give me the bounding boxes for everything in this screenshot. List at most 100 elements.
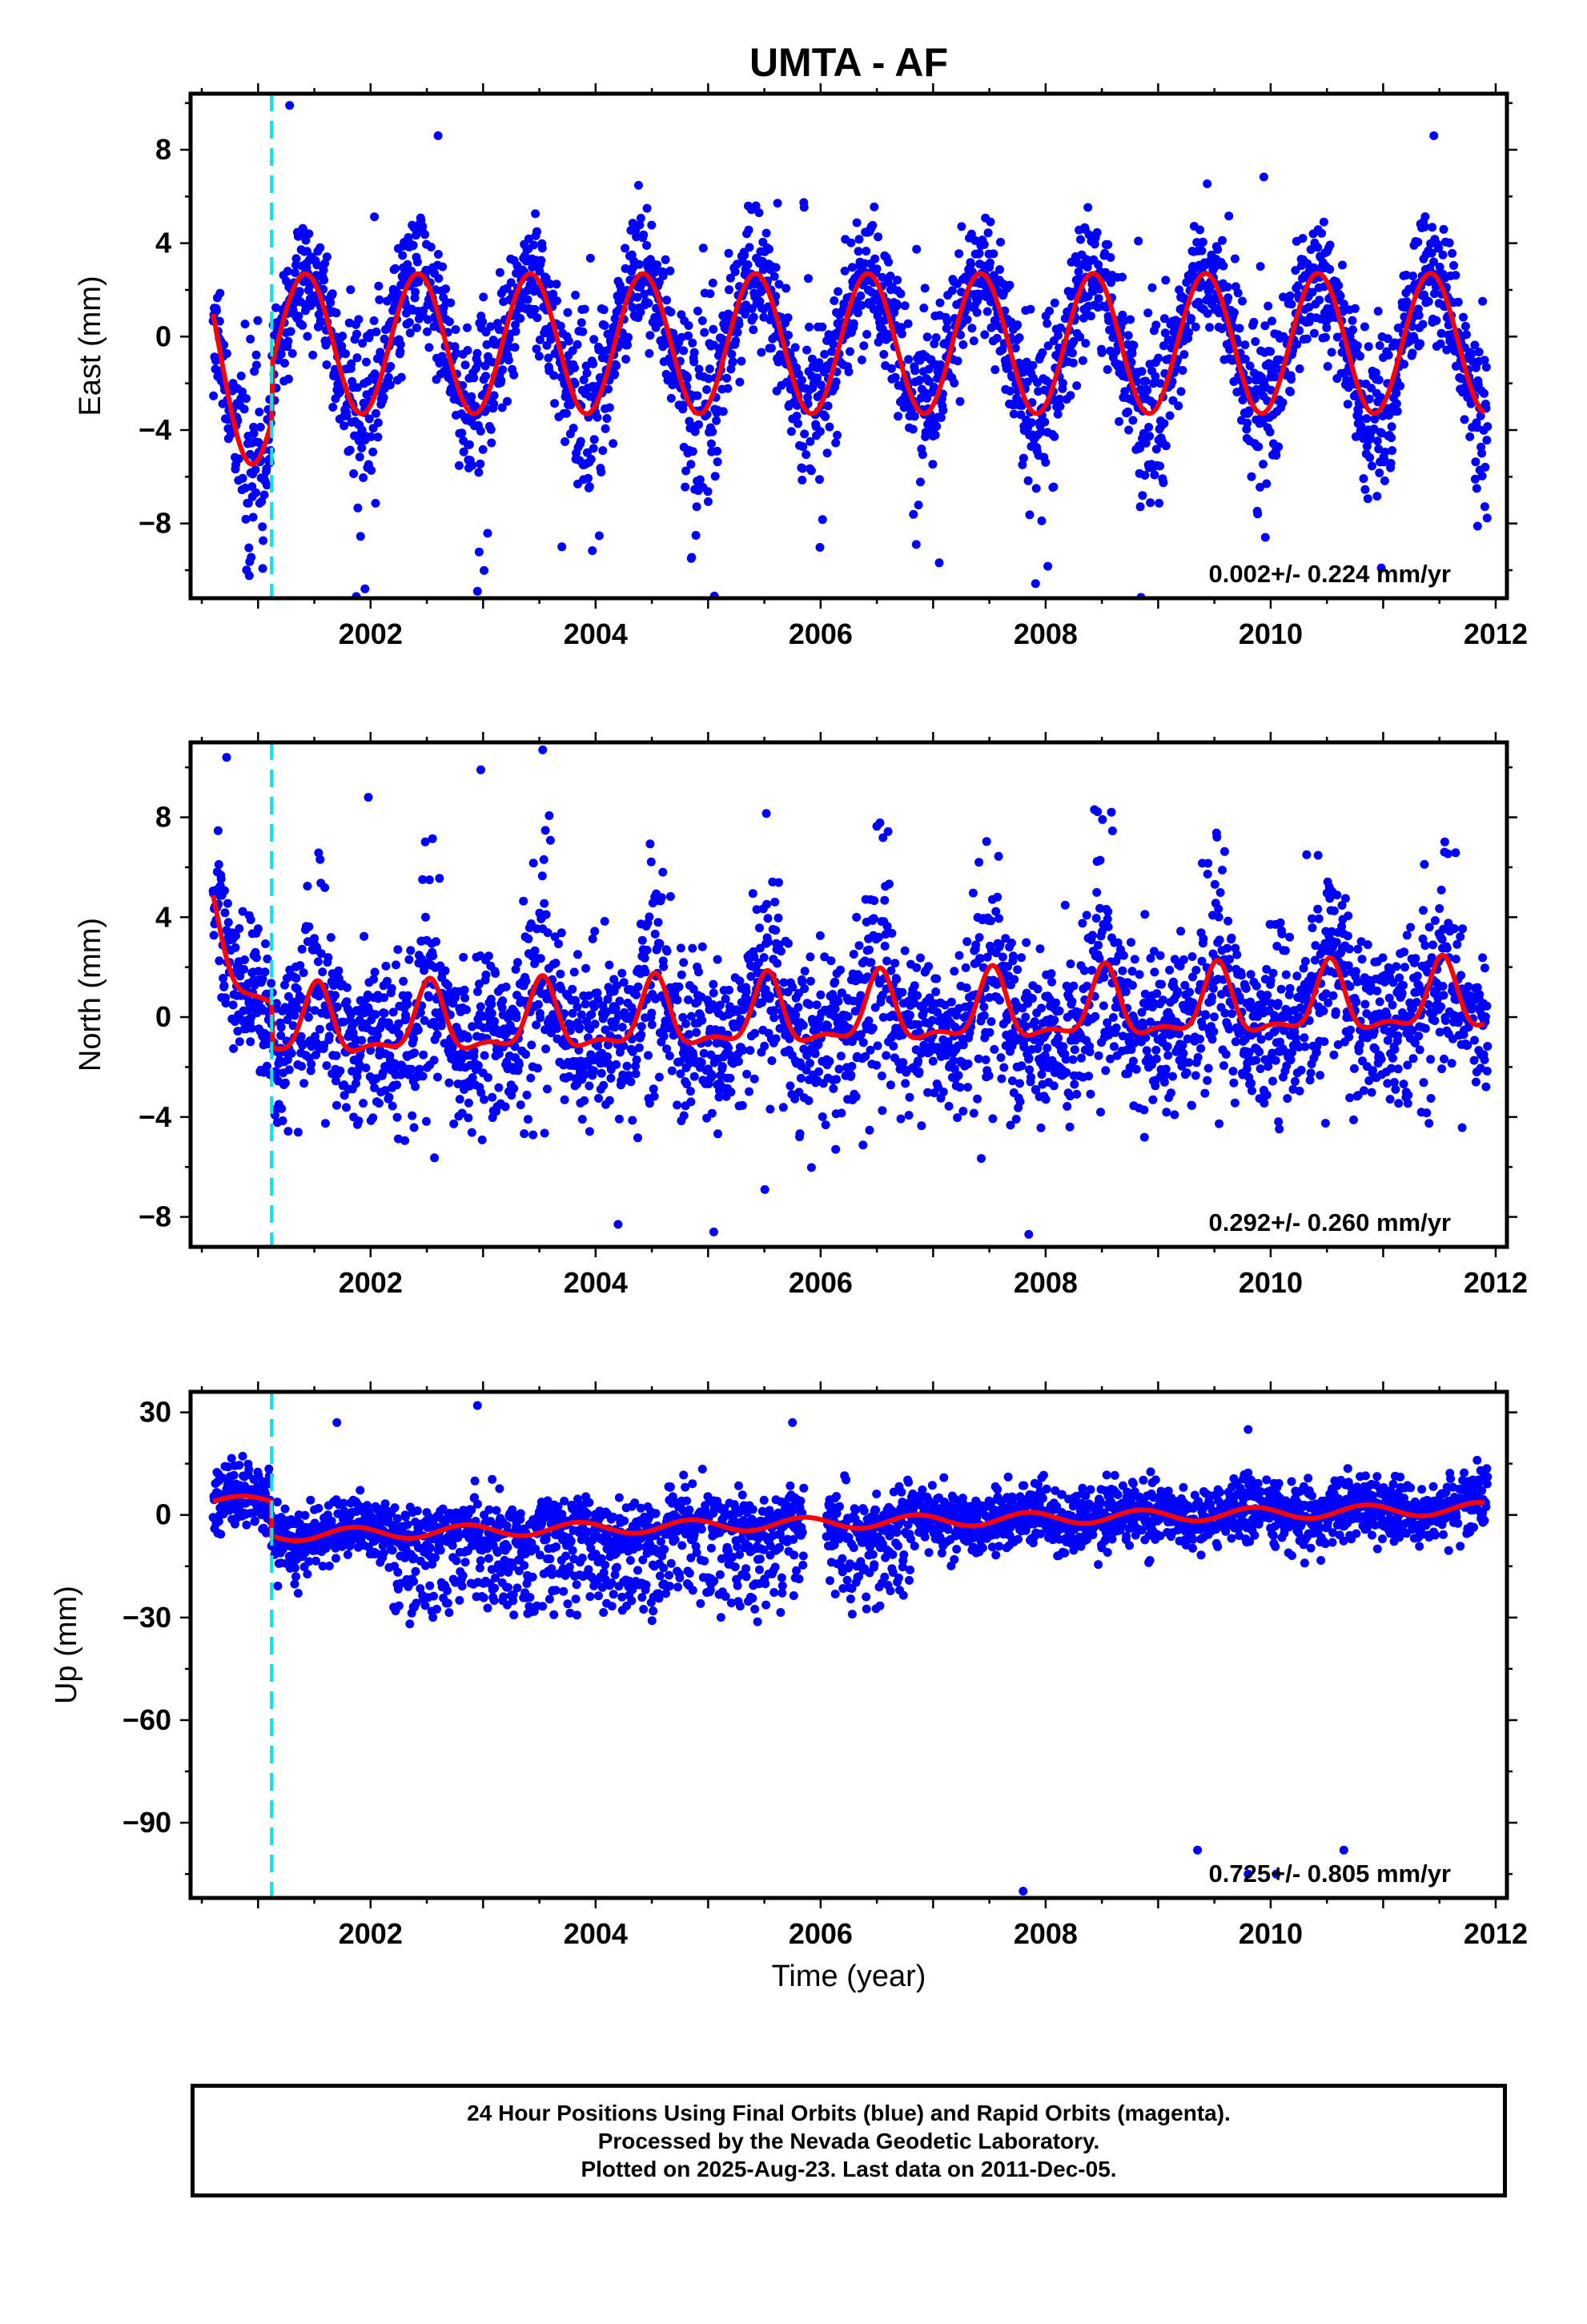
data-point xyxy=(476,1002,485,1011)
data-point xyxy=(876,1253,885,1262)
data-point xyxy=(1053,409,1063,419)
data-point xyxy=(1380,448,1390,456)
outlier-point xyxy=(360,584,370,593)
data-point xyxy=(539,854,548,864)
data-point xyxy=(476,1088,486,1097)
data-point xyxy=(241,483,250,493)
data-point xyxy=(586,455,596,464)
data-point xyxy=(1028,360,1038,370)
data-point xyxy=(702,385,712,394)
data-point xyxy=(322,360,331,369)
data-point xyxy=(763,914,773,923)
data-point xyxy=(757,348,766,357)
data-point xyxy=(709,324,718,334)
data-point xyxy=(954,249,964,259)
data-point xyxy=(514,1060,524,1070)
data-point xyxy=(870,254,880,263)
data-point xyxy=(678,400,688,410)
data-point xyxy=(1043,1043,1052,1053)
data-point xyxy=(1483,422,1493,432)
data-point xyxy=(771,292,781,301)
data-point xyxy=(708,427,717,436)
data-point xyxy=(589,1066,599,1076)
data-point xyxy=(986,217,995,227)
data-point xyxy=(533,1063,542,1073)
data-point xyxy=(1264,301,1273,311)
data-point xyxy=(573,950,582,959)
data-point xyxy=(800,984,810,993)
data-point xyxy=(1154,353,1163,363)
data-point xyxy=(426,243,436,251)
data-point xyxy=(310,934,319,943)
data-point xyxy=(1265,428,1275,436)
data-point xyxy=(468,1073,477,1083)
data-point xyxy=(954,1071,963,1080)
data-point xyxy=(1339,300,1348,309)
data-point xyxy=(216,875,226,884)
data-point xyxy=(324,1031,334,1041)
data-point xyxy=(280,980,289,990)
data-point xyxy=(476,426,485,436)
data-point xyxy=(726,1088,736,1097)
data-point xyxy=(1145,432,1155,441)
data-point xyxy=(331,991,339,1000)
data-point xyxy=(531,209,540,219)
data-point xyxy=(600,916,609,926)
data-point xyxy=(1436,339,1445,348)
data-point xyxy=(980,330,990,340)
data-point xyxy=(568,984,577,994)
data-point xyxy=(1278,398,1288,408)
data-point xyxy=(892,975,902,984)
data-point xyxy=(1143,308,1153,318)
data-point xyxy=(822,448,832,458)
data-point xyxy=(1449,261,1458,270)
data-point xyxy=(750,1028,760,1038)
data-point xyxy=(355,452,364,462)
data-point xyxy=(1348,316,1357,325)
data-point xyxy=(383,976,392,986)
data-point xyxy=(422,1116,431,1126)
data-point xyxy=(263,1031,272,1040)
data-point xyxy=(745,1046,755,1055)
data-point xyxy=(957,222,966,231)
data-point xyxy=(765,992,774,1002)
data-point xyxy=(685,1087,695,1096)
data-point xyxy=(585,1127,594,1136)
data-point xyxy=(370,1083,380,1092)
data-point xyxy=(833,430,842,440)
data-point xyxy=(963,1059,973,1068)
data-point xyxy=(914,1067,924,1076)
data-point xyxy=(345,445,355,455)
data-point xyxy=(435,874,444,883)
data-point xyxy=(585,482,594,492)
data-point xyxy=(1408,348,1417,358)
data-point xyxy=(1420,222,1429,231)
data-point xyxy=(369,975,379,984)
data-point xyxy=(604,384,613,394)
data-point xyxy=(725,285,733,295)
data-point xyxy=(1325,264,1335,274)
data-point xyxy=(509,1084,519,1093)
data-point xyxy=(1035,944,1045,954)
data-point xyxy=(1146,498,1155,508)
data-point xyxy=(1016,410,1026,420)
data-point xyxy=(689,357,699,367)
data-point xyxy=(577,1115,587,1124)
data-point xyxy=(1151,320,1161,330)
data-point xyxy=(291,268,299,277)
data-point xyxy=(366,432,376,441)
data-point xyxy=(1478,296,1488,306)
data-point xyxy=(1037,1070,1047,1080)
data-point xyxy=(880,941,890,951)
data-point xyxy=(873,1041,882,1051)
data-point xyxy=(253,924,263,934)
data-point xyxy=(437,352,447,361)
data-point xyxy=(560,1009,569,1019)
data-point xyxy=(1253,509,1263,519)
data-point xyxy=(1481,462,1490,472)
data-point xyxy=(932,421,942,431)
data-point xyxy=(588,546,597,556)
data-point xyxy=(423,315,432,324)
data-point xyxy=(234,454,243,464)
data-point xyxy=(536,255,546,265)
